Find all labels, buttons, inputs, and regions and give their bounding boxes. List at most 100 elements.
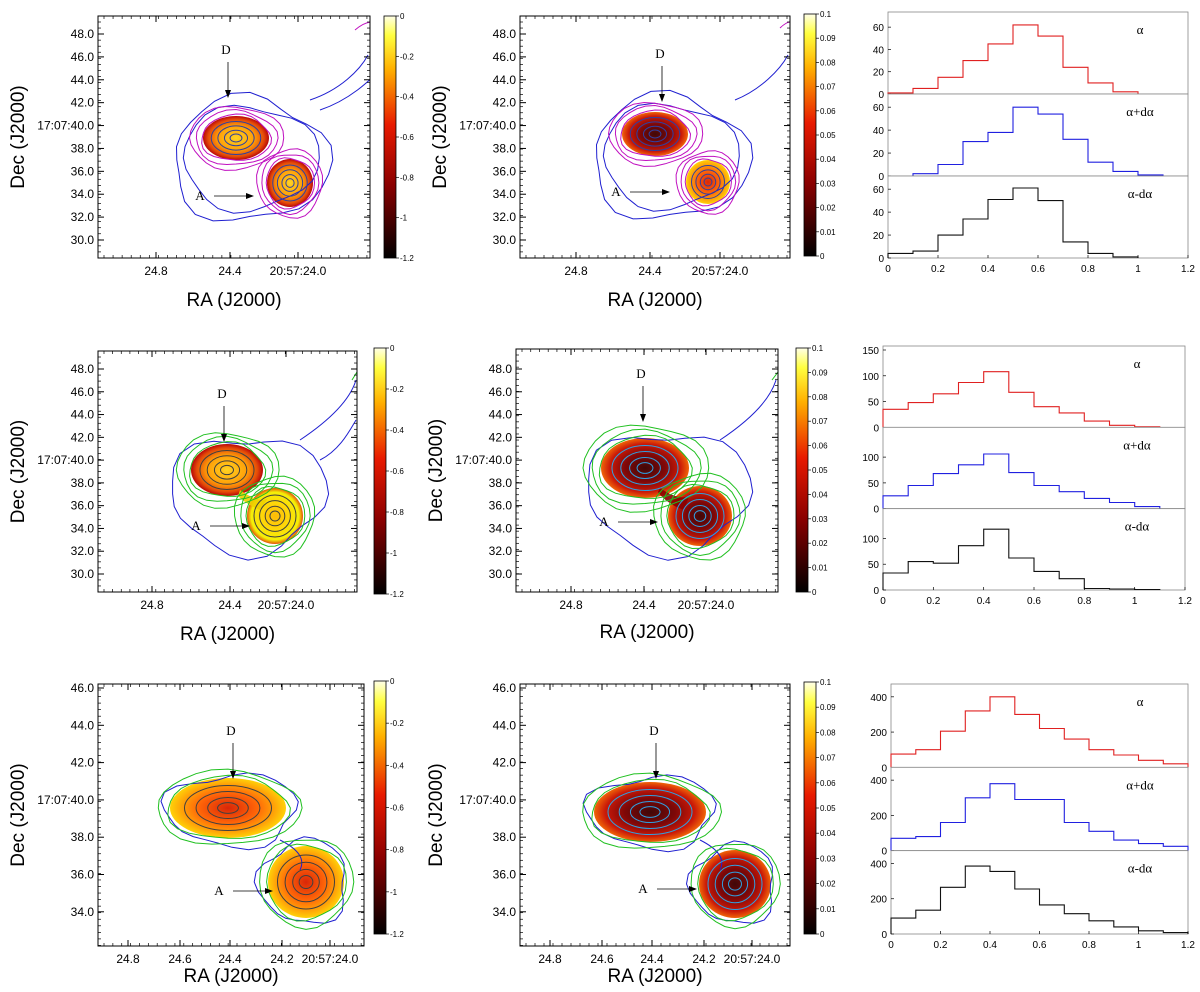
y-axis-label: Dec (J2000) (426, 763, 447, 867)
colorbar-tick-label: -0.8 (390, 846, 404, 855)
hist-x-tick-label: 0.6 (1033, 940, 1047, 951)
colorbar-tick-label: 0.08 (812, 393, 828, 402)
outer-contour (699, 839, 723, 871)
contour-line (184, 785, 272, 831)
y-tick-label: 32.0 (71, 210, 95, 224)
y-tick-label: 42.0 (71, 96, 95, 110)
y-tick-label: 17:07:40.0 (37, 453, 94, 467)
contour-line (582, 772, 723, 849)
y-tick-label: 34.0 (71, 521, 95, 535)
contour-line (183, 435, 274, 502)
map-image (582, 371, 778, 561)
colorbar-tick-label: 0 (390, 344, 395, 353)
y-tick-label: 48.0 (489, 362, 513, 376)
contour-line (620, 451, 670, 485)
hist-y-tick-label: 0 (878, 90, 884, 101)
y-tick-label: 17:07:40.0 (37, 793, 94, 807)
contour-line (660, 480, 741, 557)
y-tick-label: 48.0 (493, 27, 517, 41)
y-tick-label: 48.0 (71, 27, 95, 41)
y-tick-label: 30.0 (71, 567, 95, 581)
histogram-step-1 (890, 783, 1189, 851)
colorbar-tick-label: 0.03 (812, 515, 828, 524)
y-tick-label: 46.0 (71, 681, 95, 695)
y-tick-label: 44.0 (493, 73, 517, 87)
x-tick-label: 20:57:24.0 (302, 952, 359, 966)
colorbar-tick-label: 0.1 (820, 678, 832, 687)
x-tick-label: 24.8 (559, 598, 583, 612)
hist-y-tick-label: 400 (870, 859, 887, 870)
y-tick-label: 42.0 (493, 96, 517, 110)
hist-y-tick-label: 60 (873, 23, 885, 34)
colorbar-tick-label: 0.02 (820, 204, 836, 213)
histogram-subplot: 0 200 400 α+dα (870, 766, 1189, 858)
annotation-arrowhead (689, 886, 697, 892)
colorbar-tick-label: 0.09 (820, 34, 836, 43)
map-image (582, 772, 781, 930)
hist-x-tick-label: 1 (1132, 596, 1138, 607)
y-tick-label: 36.0 (493, 868, 517, 882)
y-tick-label: 38.0 (493, 141, 517, 155)
hist-y-tick-label: 200 (870, 728, 887, 739)
annotation-A: A (611, 184, 621, 199)
contour-line (639, 806, 661, 818)
hist-x-tick-label: 1 (1135, 264, 1141, 275)
annotation-D: D (221, 42, 230, 57)
hist-y-tick-label: 50 (868, 398, 880, 409)
colorbar-tick-label: 0.1 (820, 10, 832, 19)
annotation-A: A (599, 514, 609, 529)
contour-line (276, 169, 304, 197)
hist-y-tick-label: 0 (873, 423, 879, 434)
y-tick-label: 38.0 (493, 830, 517, 844)
map-panel-r1a: 48.0 46.0 44.0 42.0 17:07:40.0 38.0 36.0 34.0 32… (8, 12, 414, 311)
map-image (595, 21, 790, 220)
colorbar-tick-label: 0.06 (820, 107, 836, 116)
colorbar-tick-label: 0.07 (820, 754, 836, 763)
contour-line (620, 109, 692, 157)
contour-line (697, 847, 774, 922)
hist-y-tick-label: 20 (873, 149, 885, 160)
colorbar-tick-label: 0.02 (812, 539, 828, 548)
y-tick-label: 30.0 (489, 567, 513, 581)
x-tick-label: 24.4 (218, 952, 242, 966)
outer-contour (719, 379, 777, 441)
histogram-subplot: 0 200 400 α-dα 0 0.2 0.4 0.6 0.8 1 1.2 (870, 850, 1195, 951)
contour-line (607, 789, 693, 835)
contour-line (653, 472, 746, 561)
y-tick-label: 32.0 (493, 210, 517, 224)
map-frame (97, 683, 365, 947)
colorbar (383, 15, 397, 259)
colorbar-tick-label: 0 (820, 252, 825, 261)
hist-x-tick-label: 0 (888, 940, 894, 951)
source-D-emission (594, 782, 706, 842)
colorbar-tick-label: -0.8 (390, 508, 404, 517)
annotation-arrowhead (221, 434, 227, 442)
hist-y-tick-label: 0 (878, 254, 884, 265)
contour-line (195, 108, 279, 166)
contour-line (206, 455, 248, 485)
annotation-D: D (649, 723, 658, 738)
source-A-emission (267, 159, 313, 207)
outer-contour (309, 54, 370, 111)
hist-y-tick-label: 100 (862, 372, 879, 383)
outer-contour (160, 772, 299, 851)
colorbar-tick-label: 0.08 (820, 58, 836, 67)
y-tick-label: 34.0 (71, 187, 95, 201)
contour-line (354, 21, 370, 31)
histogram-step-0 (887, 24, 1139, 94)
x-tick-label: 20:57:24.0 (270, 264, 327, 278)
y-tick-label: 34.0 (489, 521, 513, 535)
y-axis-label: Dec (J2000) (426, 419, 447, 523)
y-tick-label: 46.0 (71, 50, 95, 64)
colorbar-tick-label: 0.05 (820, 131, 836, 140)
colorbar-tick-label: -1 (390, 888, 398, 897)
contour-line (714, 864, 756, 904)
y-tick-label: 46.0 (493, 681, 517, 695)
annotation-arrowhead (246, 193, 254, 199)
colorbar-tick-label: 0.01 (812, 564, 828, 573)
source-A-emission (686, 160, 730, 204)
y-tick-label: 44.0 (493, 718, 517, 732)
colorbar-tick-label: 0.01 (820, 905, 836, 914)
contour-line (272, 164, 308, 202)
contour-line (256, 148, 324, 219)
